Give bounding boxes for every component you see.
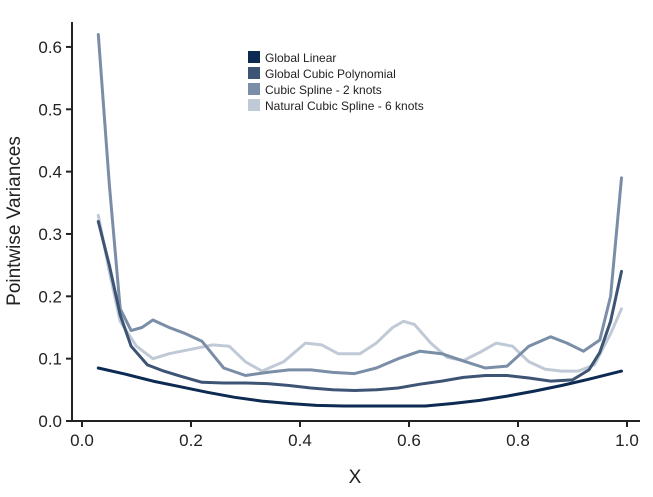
y-tick-label: 0.1 [38, 350, 62, 369]
legend-label-0: Global Linear [265, 51, 336, 65]
y-tick-label: 0.4 [38, 163, 62, 182]
series-line-2 [96, 33, 623, 377]
legend-label-3: Natural Cubic Spline - 6 knots [265, 99, 424, 113]
axes [71, 22, 640, 422]
ticks: 0.0 0.1 0.2 0.3 0.4 0.5 0.6 0.0 0.2 0.4 0.6 0.8 1.0 [38, 38, 638, 450]
x-tick-label: 0.2 [179, 431, 203, 450]
legend-swatch-3 [248, 99, 260, 111]
y-tick-label: 0.2 [38, 287, 62, 306]
x-tick-label: 1.0 [615, 431, 639, 450]
x-axis-title: X [349, 467, 362, 488]
y-tick-label: 0.5 [38, 100, 62, 119]
y-tick-label: 0.3 [38, 225, 62, 244]
legend-label-2: Cubic Spline - 2 knots [265, 83, 382, 97]
y-tick-label: 0.6 [38, 38, 62, 57]
y-axis-title: Pointwise Variances [4, 136, 25, 306]
x-tick-label: 0.8 [506, 431, 530, 450]
legend-swatch-2 [248, 83, 260, 95]
series-line-3 [96, 213, 623, 373]
series-line-1 [96, 220, 623, 392]
legend-swatch-1 [248, 67, 260, 79]
series-line-0 [96, 366, 623, 408]
series-layer [96, 33, 623, 408]
x-tick-label: 0.6 [397, 431, 421, 450]
legend-label-1: Global Cubic Polynomial [265, 67, 396, 81]
y-tick-label: 0.0 [38, 412, 62, 431]
legend-swatch-0 [248, 51, 260, 63]
x-tick-label: 0.4 [288, 431, 312, 450]
x-tick-label: 0.0 [70, 431, 94, 450]
legend: Global Linear Global Cubic Polynomial Cubi… [248, 51, 424, 113]
